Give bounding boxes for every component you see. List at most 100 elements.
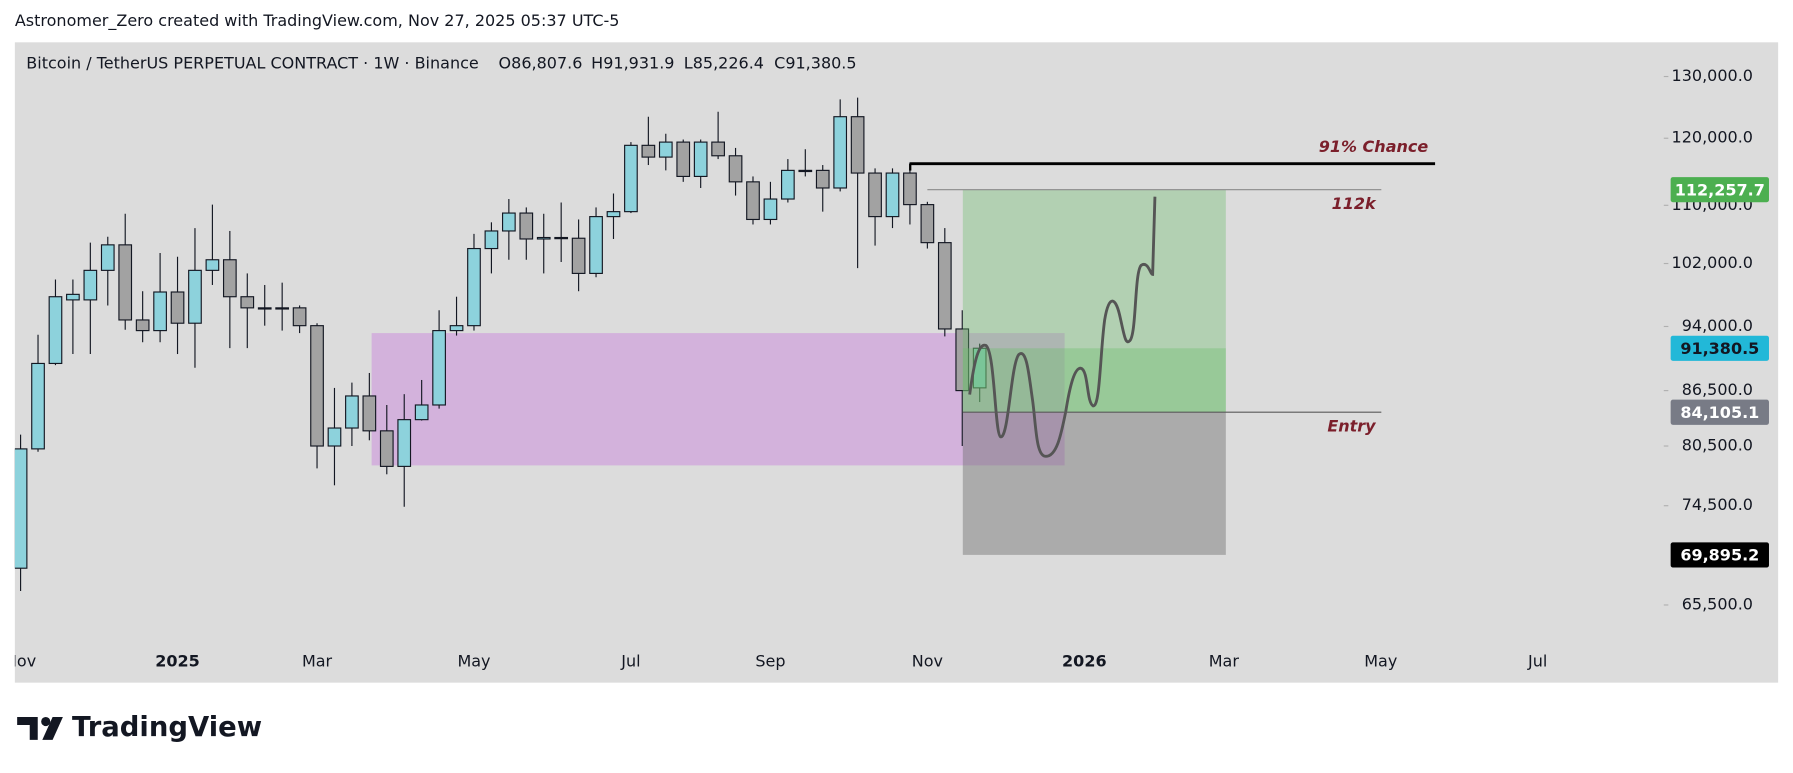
price-badge-label: 84,105.1: [1680, 403, 1759, 422]
candle-body: [536, 236, 551, 240]
candle-body: [240, 296, 255, 309]
x-tick-label: 2026: [1062, 652, 1107, 671]
candle-body: [624, 144, 638, 213]
candle-body: [728, 155, 743, 183]
plot-area: [14, 97, 1226, 591]
candle-body: [571, 237, 586, 274]
candles: [14, 97, 987, 591]
price-badge: [1670, 542, 1769, 568]
candle-body: [920, 204, 935, 244]
x-tick-label: 2025: [155, 652, 200, 671]
candle-body: [310, 325, 324, 447]
candle-body: [170, 291, 185, 324]
candle-body: [257, 307, 272, 310]
candle-body: [205, 259, 220, 271]
candle-body: [746, 181, 760, 221]
candle-body: [781, 169, 795, 200]
annotations: 91% Chance 112k Entry: [909, 137, 1436, 436]
y-tick-label: 86,500.0: [1682, 380, 1753, 399]
x-tick-label: Sep: [755, 652, 785, 671]
candle-body: [414, 404, 429, 421]
candle-body: [589, 216, 603, 274]
background-drawings: [371, 333, 1065, 466]
price-badge: [1670, 399, 1769, 425]
candle-body: [327, 427, 342, 447]
price-badges: 112,257.7 91,380.5 84,105.1 69,895.2: [1670, 177, 1769, 568]
candle-body: [467, 247, 481, 327]
y-axis: 130,000.0120,000.0110,000.0102,000.094,0…: [1663, 66, 1753, 613]
candle-body: [222, 259, 237, 298]
x-tick-label: Nov: [5, 652, 36, 671]
candle-body: [693, 141, 708, 177]
brand-name: TradingView: [72, 712, 262, 743]
candle-body: [850, 116, 865, 174]
candle-body: [449, 325, 464, 332]
candle-body: [66, 293, 80, 301]
candle-body: [658, 141, 673, 158]
price-badge-label: 91,380.5: [1680, 339, 1759, 358]
candle-body: [798, 169, 813, 173]
candle-body: [676, 141, 691, 177]
candle-body: [815, 169, 830, 189]
chance-label: 91% Chance: [1319, 137, 1429, 156]
loss-area: [962, 412, 1226, 555]
candle-body: [83, 269, 98, 301]
candle-body: [292, 307, 307, 327]
y-tick-label: 120,000.0: [1672, 128, 1753, 147]
candle-body: [188, 269, 202, 324]
x-axis: Nov 2025 Mar May Jul Sep Nov 2026 Mar May Jul: [5, 652, 1548, 671]
candle-body: [432, 330, 446, 406]
y-tick-label: 94,000.0: [1682, 316, 1753, 335]
price-badge-label: 112,257.7: [1675, 180, 1765, 199]
candle-body: [153, 291, 167, 332]
candle-body: [885, 172, 900, 218]
candle-body: [711, 141, 725, 157]
x-tick-label: Nov: [912, 652, 943, 671]
x-tick-label: Mar: [1209, 652, 1240, 671]
candle-body: [833, 116, 848, 189]
candle-body: [937, 242, 952, 330]
candle-body: [135, 319, 150, 332]
candle-body: [118, 244, 133, 321]
candle-body: [903, 172, 917, 206]
x-tick-label: Mar: [302, 652, 333, 671]
candle-body: [14, 448, 28, 569]
candle-body: [554, 236, 569, 240]
x-tick-label: May: [457, 652, 490, 671]
entry-label: Entry: [1327, 417, 1376, 436]
candle-body: [606, 211, 621, 218]
forecast-drawing: [968, 196, 1157, 458]
candle-body: [275, 307, 290, 310]
price-badge-label: 69,895.2: [1680, 546, 1759, 565]
open-profit-area: [962, 348, 1226, 413]
candle-body: [763, 198, 778, 221]
supply-demand-zone: [371, 333, 1065, 466]
x-tick-label: Jul: [1527, 652, 1547, 671]
candle-body: [484, 230, 499, 250]
y-tick-label: 102,000.0: [1672, 253, 1753, 272]
x-tick-label: Jul: [620, 652, 640, 671]
candle-body: [955, 328, 970, 392]
ohlc-low: L85,226.4: [684, 54, 764, 73]
logo-mark: [17, 716, 38, 740]
ohlc-close: C91,380.5: [774, 54, 856, 73]
symbol-title: Bitcoin / TetherUS PERPETUAL CONTRACT · …: [26, 54, 478, 73]
candle-body: [100, 244, 115, 271]
x-tick-label: May: [1364, 652, 1397, 671]
y-tick-label: 130,000.0: [1672, 66, 1753, 85]
candle-body: [48, 296, 63, 365]
candle-body: [362, 395, 377, 432]
candle-body: [397, 419, 412, 467]
y-tick-label: 80,500.0: [1682, 436, 1753, 455]
candle-body: [31, 362, 45, 450]
logo-mark: [42, 716, 63, 740]
ohlc-open: O86,807.6: [499, 54, 583, 73]
candle-body: [641, 144, 656, 158]
y-tick-label: 74,500.0: [1682, 495, 1753, 514]
candle-body: [501, 212, 516, 232]
candle-body: [345, 395, 359, 429]
ohlc-high: H91,931.9: [591, 54, 674, 73]
candle-body: [868, 172, 882, 218]
attribution: Astronomer_Zero created with TradingView…: [15, 11, 620, 31]
